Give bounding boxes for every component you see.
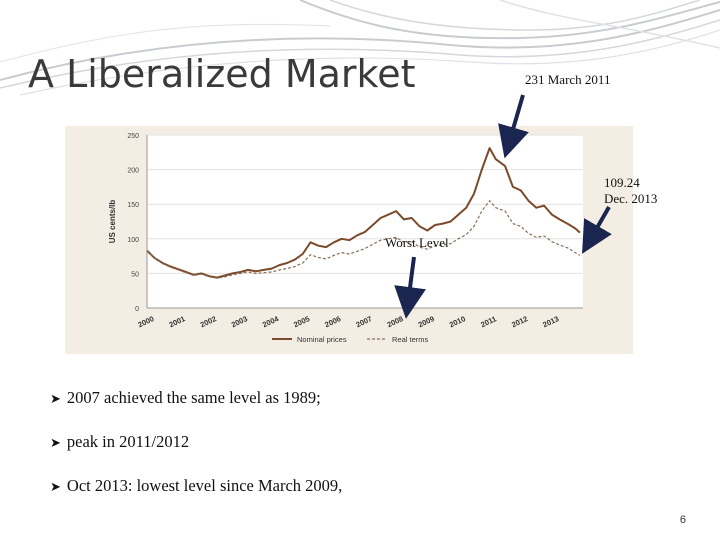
arrow-bullet-icon: ➤ [50,480,61,495]
x-tick-label: 2007 [354,314,373,329]
last-date-annotation: Dec. 2013 [604,191,658,206]
bullet-text-3: Oct 2013: lowest level since March 2009, [66,476,343,495]
legend-label-nominal: Nominal prices [297,335,347,344]
y-tick-label: 100 [127,237,139,244]
legend-label-real: Real terms [392,335,429,344]
x-tick-label: 2006 [323,314,342,329]
decorative-header-swirls [0,0,720,96]
real-terms-line [146,200,581,279]
arrow-bullet-icon: ➤ [50,436,61,451]
y-tick-label: 50 [131,271,139,278]
y-tick-label: 250 [127,133,139,140]
x-tick-label: 2012 [510,314,529,329]
x-tick-label: 2005 [292,314,311,329]
x-tick-label: 2004 [261,314,281,330]
x-tick-label: 2001 [168,314,187,329]
x-tick-label: 2010 [448,314,467,329]
worst-level-annotation: Worst Level [385,235,449,250]
slide-title: A Liberalized Market [28,52,416,96]
y-tick-label: 200 [127,168,139,175]
x-tick-label: 2008 [386,314,405,329]
nominal-prices-line [146,147,581,279]
y-tick-label: 150 [127,202,139,209]
peak-annotation: 231 March 2011 [525,72,611,87]
x-tick-label: 2013 [541,314,560,329]
y-tick-label: 0 [135,306,139,313]
bullet-item-1: ➤ 2007 achieved the same level as 1989; [50,388,321,408]
x-tick-label: 2002 [199,314,218,329]
x-tick-label: 2000 [136,314,155,329]
x-tick-label: 2009 [417,314,436,329]
x-tick-label: 2011 [479,314,498,329]
bullet-text-1: 2007 achieved the same level as 1989; [66,388,321,407]
bullet-text-2: peak in 2011/2012 [66,432,190,451]
chart-panel: 0 50 100 150 200 250 US cents/lb 2000 2001 2002 20… [65,126,633,354]
arrow-bullet-icon: ➤ [50,392,61,407]
plot-area [147,135,583,308]
x-tick-label: 2003 [230,314,249,329]
bullet-item-3: ➤ Oct 2013: lowest level since March 2009… [50,476,342,496]
price-line-chart: 0 50 100 150 200 250 US cents/lb 2000 2001 2002 20… [108,133,583,344]
page-number: 6 [679,514,686,526]
last-value-annotation: 109.24 [604,175,640,190]
bullet-item-2: ➤ peak in 2011/2012 [50,432,189,452]
y-axis-label: US cents/lb [108,200,117,244]
